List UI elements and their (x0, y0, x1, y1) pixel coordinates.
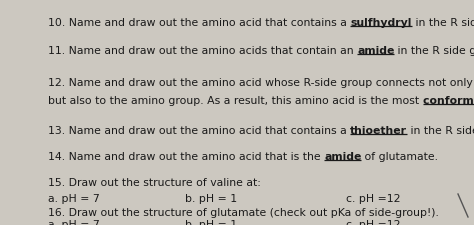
Text: 16. Draw out the structure of glutamate (check out pKa of side-group!).: 16. Draw out the structure of glutamate … (48, 207, 439, 217)
Text: of glutamate.: of glutamate. (362, 151, 438, 161)
Text: b. pH = 1: b. pH = 1 (185, 193, 237, 203)
Text: 14. Name and draw out the amino acid that is the: 14. Name and draw out the amino acid tha… (48, 151, 324, 161)
Text: 13. Name and draw out the amino acid that contains a: 13. Name and draw out the amino acid tha… (48, 126, 350, 135)
Text: in the R side groups.: in the R side groups. (394, 46, 474, 56)
Text: 12. Name and draw out the amino acid whose R-side group connects not only to the: 12. Name and draw out the amino acid who… (48, 78, 474, 88)
Text: amide: amide (357, 46, 394, 56)
Text: a. pH = 7: a. pH = 7 (48, 219, 100, 225)
Text: 15. Draw out the structure of valine at:: 15. Draw out the structure of valine at: (48, 177, 261, 187)
Text: in the R side group.: in the R side group. (412, 18, 474, 28)
Text: amide: amide (324, 151, 362, 161)
Text: in the R side group.: in the R side group. (407, 126, 474, 135)
Text: conformationally restricted: conformationally restricted (423, 96, 474, 106)
Text: c. pH =12: c. pH =12 (346, 219, 401, 225)
Text: 10. Name and draw out the amino acid that contains a: 10. Name and draw out the amino acid tha… (48, 18, 350, 28)
Text: a. pH = 7: a. pH = 7 (48, 193, 100, 203)
Text: c. pH =12: c. pH =12 (346, 193, 401, 203)
Text: but also to the amino group. As a result, this amino acid is the most: but also to the amino group. As a result… (48, 96, 423, 106)
Text: 11. Name and draw out the amino acids that contain an: 11. Name and draw out the amino acids th… (48, 46, 357, 56)
Text: sulfhydryl: sulfhydryl (350, 18, 412, 28)
Text: thioether: thioether (350, 126, 407, 135)
Text: b. pH = 1: b. pH = 1 (185, 219, 237, 225)
